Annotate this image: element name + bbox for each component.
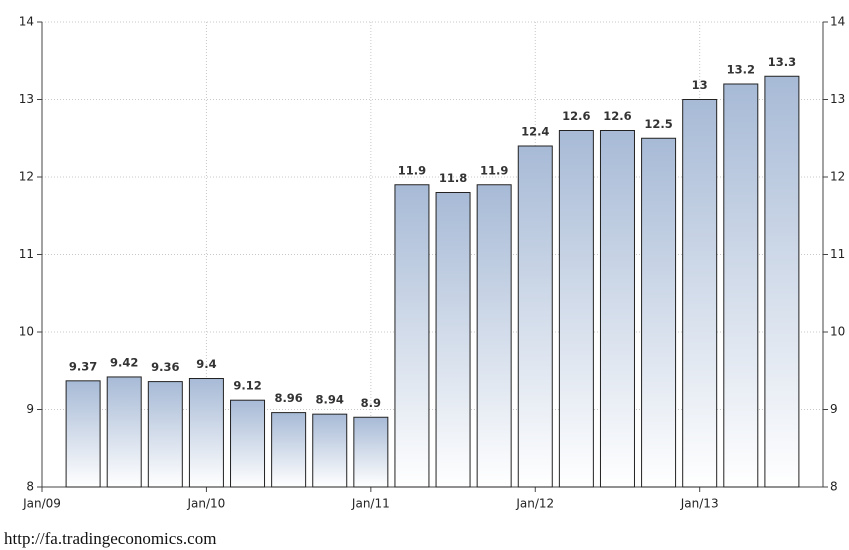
source: http://fa.tradingeconomics.com (4, 529, 216, 548)
y2-tick-label: 9 (830, 402, 838, 416)
y-tick-label: 9 (26, 402, 34, 416)
bar (66, 381, 100, 487)
bar (272, 413, 306, 487)
y-tick-label: 14 (19, 15, 34, 29)
bar (107, 377, 141, 487)
bar (477, 185, 511, 487)
value-label: 11.8 (439, 171, 467, 185)
bar (148, 382, 182, 487)
value-label: 12.6 (562, 109, 590, 123)
x-tick-label: Jan/12 (515, 497, 554, 511)
bar (600, 131, 634, 488)
value-label: 9.12 (233, 379, 261, 393)
bar (189, 379, 223, 488)
bar (313, 414, 347, 487)
bar (395, 185, 429, 487)
bar (765, 76, 799, 487)
value-label: 13.2 (727, 63, 755, 77)
bar (683, 100, 717, 488)
y-tick-label: 11 (19, 247, 34, 261)
value-label: 12.6 (603, 109, 631, 123)
y2-tick-label: 13 (830, 92, 845, 106)
value-label: 11.9 (480, 163, 508, 177)
y2-tick-label: 11 (830, 247, 845, 261)
y2-tick-label: 10 (830, 325, 845, 339)
y-tick-label: 8 (26, 480, 34, 494)
value-label: 8.94 (316, 393, 344, 407)
value-label: 8.96 (274, 391, 302, 405)
bar (231, 400, 265, 487)
y-tick-label: 12 (19, 170, 34, 184)
bar (436, 193, 470, 488)
x-tick-label: Jan/11 (351, 497, 390, 511)
value-label: 9.37 (69, 359, 97, 373)
bar (518, 146, 552, 487)
x-tick-label: Jan/13 (680, 497, 719, 511)
bar (724, 84, 758, 487)
x-tick-label: Jan/10 (187, 497, 226, 511)
value-label: 12.4 (521, 125, 549, 139)
value-label: 9.42 (110, 355, 138, 369)
bar (354, 417, 388, 487)
y-tick-label: 10 (19, 325, 34, 339)
value-label: 9.4 (196, 357, 216, 371)
value-label: 12.5 (644, 117, 672, 131)
value-label: 8.9 (361, 396, 381, 410)
page: {"chart_data": {"type": "bar", "x": [1, … (0, 0, 849, 550)
value-label: 11.9 (398, 163, 426, 177)
y2-tick-label: 8 (830, 480, 838, 494)
value-label: 13 (692, 78, 708, 92)
y2-tick-label: 14 (830, 15, 845, 29)
x-tick-label: Jan/09 (22, 497, 61, 511)
bar (642, 138, 676, 487)
y-tick-label: 13 (19, 92, 34, 106)
value-label: 9.36 (151, 360, 179, 374)
chart: http://fa.tradingeconomics.com 8 9 10 11 12 1… (0, 0, 849, 550)
bar (559, 131, 593, 488)
value-label: 13.3 (768, 55, 796, 69)
y2-tick-label: 12 (830, 170, 845, 184)
